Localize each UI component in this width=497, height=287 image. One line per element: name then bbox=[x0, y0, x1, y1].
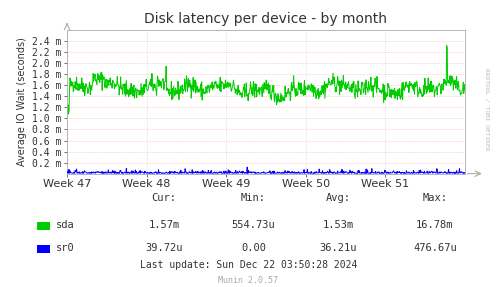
Text: 1.53m: 1.53m bbox=[323, 220, 353, 230]
Text: Max:: Max: bbox=[422, 193, 447, 203]
Text: 1.57m: 1.57m bbox=[149, 220, 179, 230]
sr0 bbox=[288, 171, 294, 175]
Title: Disk latency per device - by month: Disk latency per device - by month bbox=[145, 12, 387, 26]
sda bbox=[165, 88, 171, 92]
Text: RRDTOOL / TOBI OETIKER: RRDTOOL / TOBI OETIKER bbox=[485, 68, 490, 150]
sda bbox=[64, 112, 70, 116]
sr0 bbox=[286, 170, 292, 173]
sr0 bbox=[234, 171, 240, 174]
Text: 0.00: 0.00 bbox=[241, 243, 266, 253]
sr0 bbox=[244, 166, 250, 169]
Line: sda: sda bbox=[67, 46, 465, 114]
Text: sr0: sr0 bbox=[56, 243, 75, 253]
sr0 bbox=[462, 171, 468, 175]
sda bbox=[288, 95, 294, 98]
sr0 bbox=[165, 172, 171, 175]
Line: sr0: sr0 bbox=[67, 167, 465, 173]
Text: 39.72u: 39.72u bbox=[145, 243, 183, 253]
Y-axis label: Average IO Wait (seconds): Average IO Wait (seconds) bbox=[16, 37, 27, 166]
Text: Last update: Sun Dec 22 03:50:28 2024: Last update: Sun Dec 22 03:50:28 2024 bbox=[140, 260, 357, 270]
Text: sda: sda bbox=[56, 220, 75, 230]
sda bbox=[263, 87, 269, 91]
Text: 36.21u: 36.21u bbox=[319, 243, 357, 253]
Text: 16.78m: 16.78m bbox=[416, 220, 454, 230]
Text: Min:: Min: bbox=[241, 193, 266, 203]
sda bbox=[462, 88, 468, 92]
sr0 bbox=[461, 172, 467, 175]
sr0 bbox=[64, 169, 70, 173]
sda bbox=[444, 44, 450, 47]
Text: 476.67u: 476.67u bbox=[413, 243, 457, 253]
sda bbox=[286, 92, 292, 96]
sda bbox=[332, 83, 338, 86]
Text: Cur:: Cur: bbox=[152, 193, 176, 203]
Text: Avg:: Avg: bbox=[326, 193, 350, 203]
sr0 bbox=[332, 172, 338, 175]
sr0 bbox=[263, 171, 269, 175]
Text: 554.73u: 554.73u bbox=[232, 220, 275, 230]
sda bbox=[234, 93, 240, 96]
Text: Munin 2.0.57: Munin 2.0.57 bbox=[219, 276, 278, 285]
